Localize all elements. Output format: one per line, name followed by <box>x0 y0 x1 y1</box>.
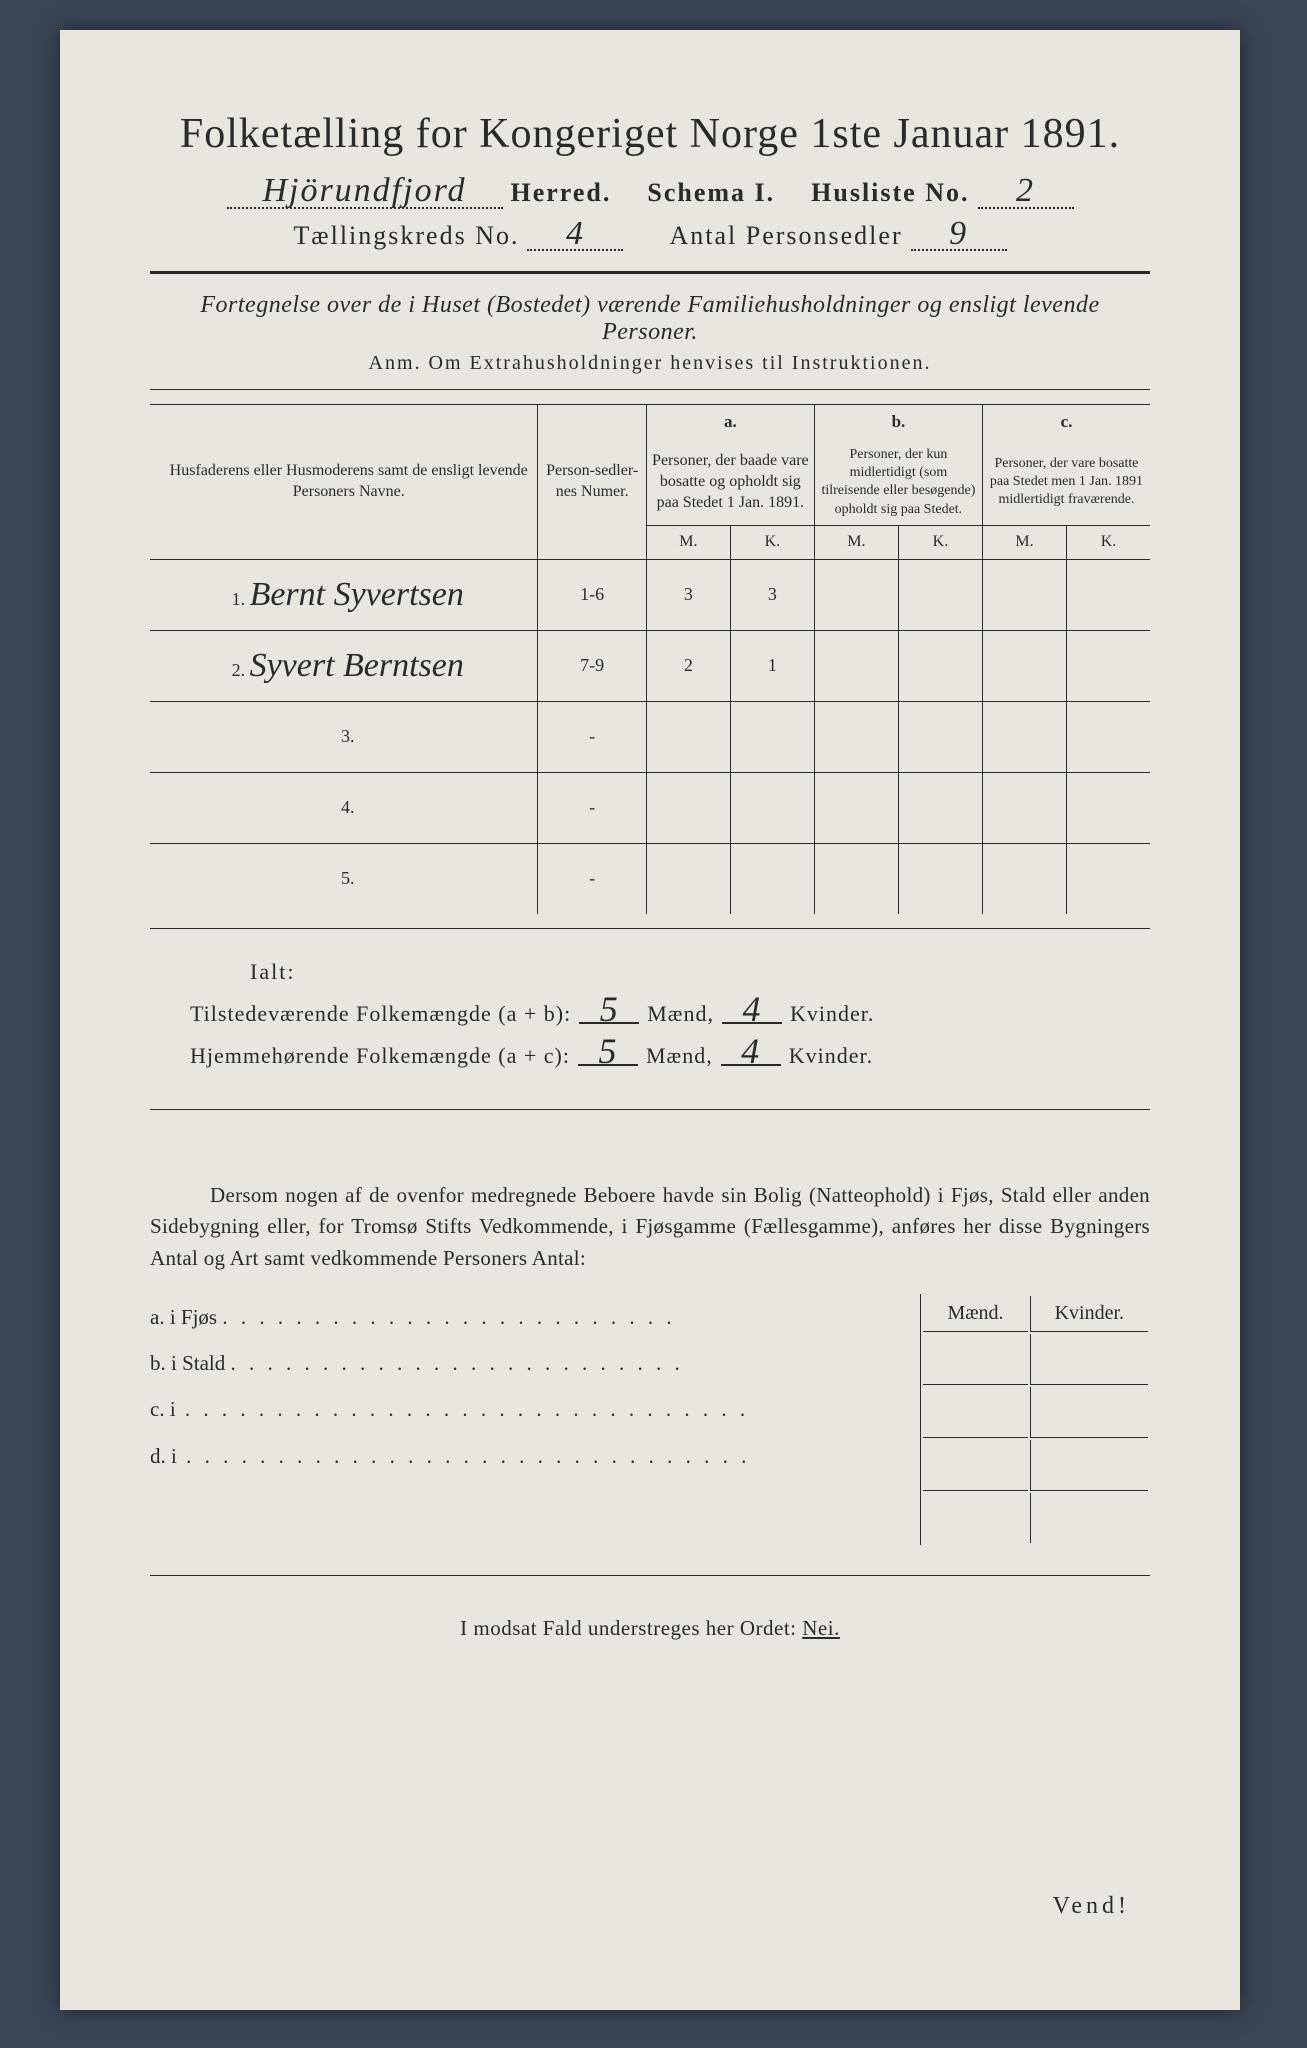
gender-box: Mænd. Kvinder. <box>920 1294 1150 1545</box>
box-maend: Mænd. <box>923 1296 1027 1332</box>
table-row: 1. Bernt Syvertsen 1-6 3 3 <box>150 559 1150 630</box>
annotation-note: Anm. Om Extrahusholdninger henvises til … <box>150 352 1150 375</box>
col-names: Husfaderens eller Husmoderens samt de en… <box>150 405 538 559</box>
table-row: 5. - <box>150 843 1150 914</box>
col-b-letter: b. <box>814 405 982 440</box>
document-page: Folketælling for Kongeriget Norge 1ste J… <box>60 30 1240 2010</box>
header-row-2: Tællingskreds No. 4 Antal Personsedler 9 <box>150 219 1150 252</box>
divider <box>150 928 1150 929</box>
divider <box>150 1575 1150 1576</box>
col-c-letter: c. <box>982 405 1150 440</box>
col-a-k: K. <box>730 525 814 559</box>
herred-label: Herred. <box>511 178 612 208</box>
col-c-m: M. <box>982 525 1066 559</box>
col-c-text: Personer, der vare bosatte paa Stedet me… <box>982 440 1150 525</box>
header-row-1: Hjörundfjord Herred. Schema I. Husliste … <box>150 176 1150 209</box>
sum-present-k: 4 <box>722 997 782 1024</box>
page-title: Folketælling for Kongeriget Norge 1ste J… <box>150 110 1150 158</box>
ialt-label: Ialt: <box>250 959 1150 985</box>
footer-text: I modsat Fald understreges her Ordet: Ne… <box>150 1616 1150 1641</box>
nei-word: Nei. <box>802 1616 840 1640</box>
divider <box>150 271 1150 274</box>
col-c-k: K. <box>1066 525 1150 559</box>
antal-label: Antal Personsedler <box>669 221 902 251</box>
table-row: 2. Syvert Berntsen 7-9 2 1 <box>150 630 1150 701</box>
divider <box>150 389 1150 390</box>
husliste-label: Husliste No. <box>811 178 969 208</box>
col-b-k: K. <box>898 525 982 559</box>
col-a-letter: a. <box>646 405 814 440</box>
sum-resident-k: 4 <box>721 1039 781 1066</box>
col-b-m: M. <box>814 525 898 559</box>
sum-resident: Hjemmehørende Folkemængde (a + c): 5 Mæn… <box>190 1039 1150 1069</box>
col-b-text: Personer, der kun midlertidigt (som tilr… <box>814 440 982 525</box>
antal-value: 9 <box>911 219 1007 252</box>
col-a-m: M. <box>646 525 730 559</box>
kreds-value: 4 <box>527 219 623 252</box>
sum-present-m: 5 <box>579 997 639 1024</box>
schema-label: Schema I. <box>647 178 775 208</box>
herred-value: Hjörundfjord <box>227 176 503 209</box>
husliste-value: 2 <box>978 176 1074 209</box>
table-row: 3. - <box>150 701 1150 772</box>
paragraph: Dersom nogen af de ovenfor medregnede Be… <box>150 1180 1150 1275</box>
kreds-label: Tællingskreds No. <box>293 221 519 251</box>
col-numbers: Person-sedler-nes Numer. <box>538 405 646 559</box>
table-row: 4. - <box>150 772 1150 843</box>
sum-present: Tilstedeværende Folkemængde (a + b): 5 M… <box>190 997 1150 1027</box>
divider <box>150 1109 1150 1110</box>
census-table: Husfaderens eller Husmoderens samt de en… <box>150 404 1150 913</box>
box-kvinder: Kvinder. <box>1030 1296 1148 1332</box>
vend-label: Vend! <box>1053 1893 1130 1920</box>
sum-resident-m: 5 <box>578 1039 638 1066</box>
col-a-text: Personer, der baade vare bosatte og opho… <box>646 440 814 525</box>
subtitle: Fortegnelse over de i Huset (Bostedet) v… <box>150 292 1150 346</box>
